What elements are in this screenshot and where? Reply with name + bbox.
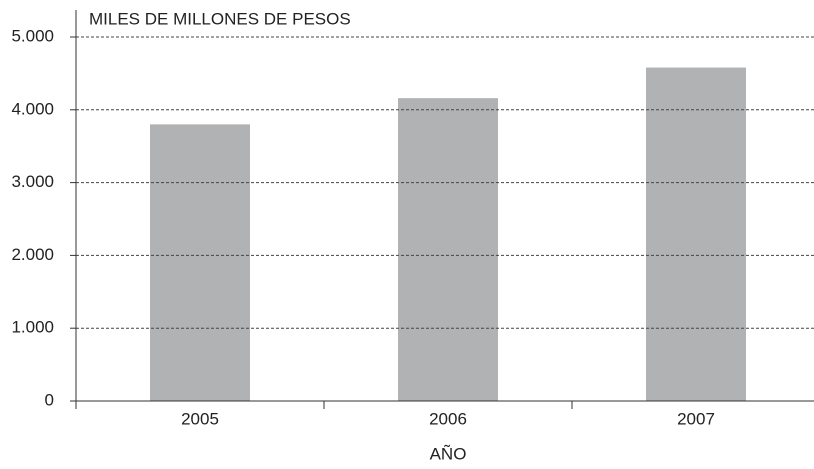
chart-title: MILES DE MILLONES DE PESOS: [89, 9, 351, 28]
x-tick-label: 2007: [677, 409, 715, 428]
y-tick-label: 0: [45, 390, 54, 409]
bar: [398, 98, 498, 401]
y-tick-label: 2.000: [11, 245, 54, 264]
x-tick-label: 2006: [429, 409, 467, 428]
y-tick-label: 3.000: [11, 172, 54, 191]
x-tick-label: 2005: [181, 409, 219, 428]
bar: [646, 67, 746, 402]
y-tick-label: 1.000: [11, 318, 54, 337]
x-axis-label: AÑO: [430, 444, 467, 463]
bar: [150, 124, 250, 402]
y-tick-label: 4.000: [11, 99, 54, 118]
y-tick-label: 5.000: [11, 26, 54, 45]
